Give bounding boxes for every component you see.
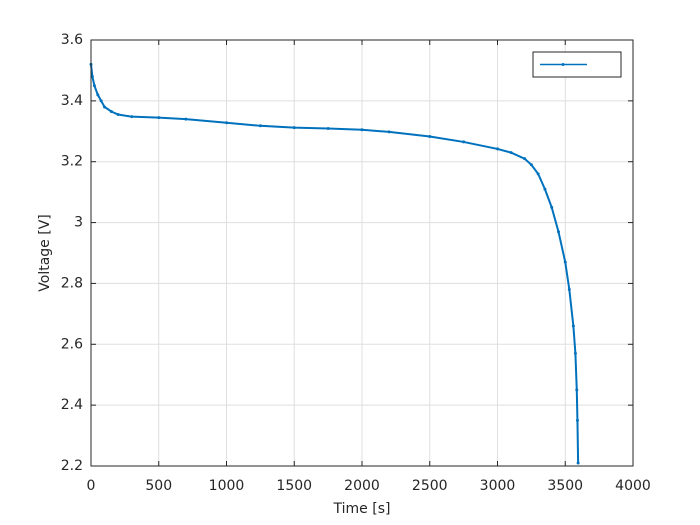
data-point: [225, 121, 228, 125]
data-point: [184, 117, 188, 121]
data-point: [387, 130, 391, 134]
data-point: [509, 151, 513, 155]
data-point: [462, 140, 466, 144]
data-point: [576, 461, 580, 465]
y-tick-label: 2.6: [61, 336, 83, 352]
x-tick-label: 4000: [615, 478, 651, 494]
data-line: [90, 64, 580, 463]
legend-marker: [561, 63, 565, 66]
data-point: [116, 113, 120, 117]
data-point: [543, 187, 547, 191]
data-point: [529, 163, 533, 167]
data-point: [556, 230, 560, 234]
data-point: [575, 418, 579, 422]
y-tick-label: 2.2: [61, 458, 83, 474]
data-point: [563, 260, 567, 264]
y-tick-label: 3.4: [61, 93, 83, 109]
data-point: [292, 126, 296, 130]
data-point: [571, 324, 575, 328]
y-tick-label: 2.4: [61, 397, 83, 413]
data-point: [326, 127, 330, 131]
x-tick-label: 500: [145, 478, 172, 494]
x-tick-label: 2000: [344, 478, 380, 494]
data-point: [428, 134, 432, 138]
x-tick-label: 2500: [412, 478, 448, 494]
x-axis-label: Time [s]: [333, 501, 391, 517]
data-point: [536, 172, 540, 176]
x-tick-label: 3500: [547, 478, 583, 494]
y-tick-label: 2.8: [61, 275, 83, 291]
data-point: [523, 157, 527, 161]
data-point: [258, 124, 262, 128]
data-point: [92, 84, 96, 88]
data-point: [360, 128, 364, 132]
x-tick-label: 0: [87, 478, 96, 494]
data-point: [567, 288, 571, 292]
y-tick-label: 3.6: [61, 32, 83, 48]
data-point: [130, 115, 134, 119]
x-tick-label: 3000: [480, 478, 516, 494]
data-point: [103, 105, 107, 109]
data-point: [573, 351, 577, 355]
data-point: [96, 93, 100, 97]
y-tick-label: 3.2: [61, 154, 83, 170]
y-tick-label: 3: [74, 215, 83, 231]
data-point: [99, 99, 103, 103]
data-point: [157, 116, 161, 120]
y-axis-label: Voltage [V]: [37, 214, 53, 291]
data-point: [109, 110, 113, 114]
x-tick-label: 1500: [276, 478, 312, 494]
data-point: [575, 388, 579, 392]
data-point: [90, 75, 94, 79]
data-point: [550, 205, 554, 209]
data-point: [496, 147, 499, 151]
plot: [89, 62, 580, 465]
x-tick-label: 1000: [209, 478, 245, 494]
